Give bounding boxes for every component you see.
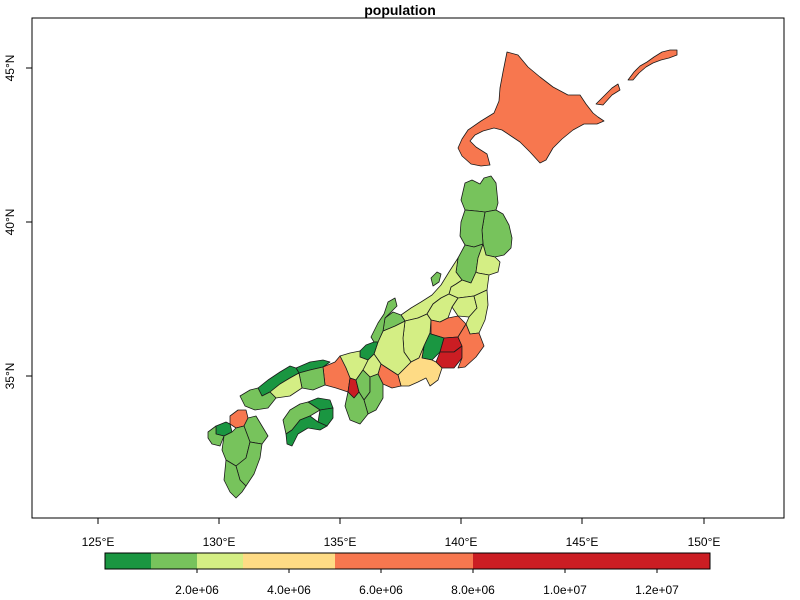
colorbar-bin (473, 553, 710, 569)
y-axis-labels: 35°N 40°N 45°N (3, 55, 17, 390)
x-tick-label: 130°E (203, 535, 236, 549)
region-aomori (460, 175, 499, 213)
region-shizuoka (397, 345, 443, 387)
colorbar-bin (243, 553, 335, 569)
y-tick-label: 40°N (3, 209, 17, 236)
x-tick-label: 140°E (445, 535, 478, 549)
region-kagoshima (223, 459, 247, 499)
x-axis-ticks (97, 518, 705, 524)
colorbar-bin (105, 553, 151, 569)
plot-frame (31, 17, 785, 519)
region-miyagi (475, 243, 501, 276)
region-sado (430, 271, 442, 287)
colorbar-tick-label: 4.0e+06 (267, 583, 311, 597)
colorbar-tick-label: 1.0e+07 (543, 583, 587, 597)
y-tick-label: 45°N (3, 55, 17, 82)
colorbar-bin (335, 553, 473, 569)
colorbar-labels: 2.0e+06 4.0e+06 6.0e+06 8.0e+06 1.0e+07 … (175, 583, 679, 597)
region-wakayama (344, 391, 369, 425)
colorbar-tick-label: 6.0e+06 (359, 583, 403, 597)
region-mie (363, 373, 384, 415)
y-axis-ticks (26, 67, 32, 377)
region-chiba (457, 323, 485, 369)
colorbar-tick-label: 2.0e+06 (175, 583, 219, 597)
region-iwate (481, 209, 513, 258)
region-nagasaki (207, 425, 225, 447)
colorbar: 2.0e+06 4.0e+06 6.0e+06 8.0e+06 1.0e+07 … (104, 552, 711, 597)
region-kochi (285, 415, 328, 447)
region-tokushima (317, 407, 334, 427)
region-akita (459, 209, 486, 248)
x-tick-label: 145°E (566, 535, 599, 549)
colorbar-bin (197, 553, 243, 569)
x-axis-labels: 125°E 130°E 135°E 140°E 145°E 150°E (82, 535, 721, 549)
map-title: population (364, 2, 436, 18)
colorbar-tick-label: 8.0e+06 (451, 583, 495, 597)
x-tick-label: 135°E (324, 535, 357, 549)
region-hokkaido (457, 51, 605, 167)
region-hiroshima (269, 372, 303, 399)
region-yamaguchi (239, 387, 277, 411)
region-hokkaido-islands (595, 49, 678, 106)
colorbar-outline (104, 552, 711, 570)
colorbar-tick-label: 1.2e+07 (635, 583, 679, 597)
x-tick-label: 150°E (688, 535, 721, 549)
x-tick-label: 125°E (82, 535, 115, 549)
colorbar-ticks (196, 569, 658, 573)
japan-map (207, 49, 678, 499)
y-tick-label: 35°N (3, 363, 17, 390)
colorbar-bins (105, 553, 710, 569)
colorbar-bin (151, 553, 197, 569)
